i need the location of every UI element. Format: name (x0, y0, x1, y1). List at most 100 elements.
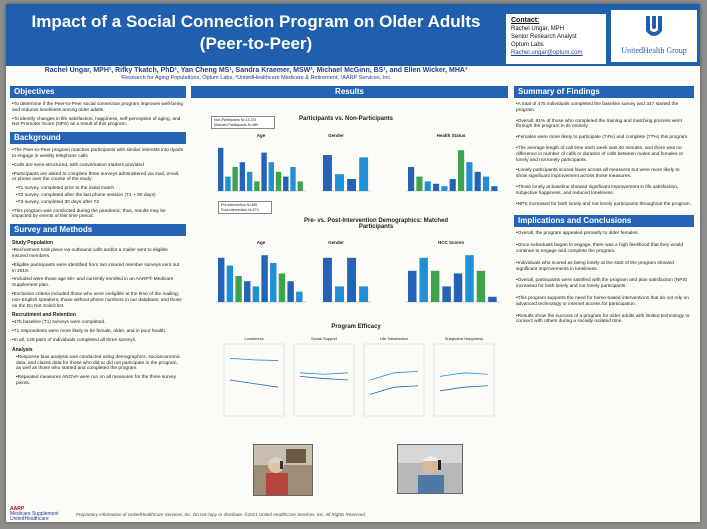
photo-woman-on-phone (253, 444, 313, 496)
chart-bar (430, 270, 440, 302)
contact-box: Contact: Rachel Ungar, MPH Senior Resear… (506, 14, 606, 64)
chart2-panel-hcc: HCC Scores (437, 240, 464, 245)
methods-heading: Survey and Methods (10, 224, 186, 237)
chart-bar (482, 176, 490, 191)
chart-bar (235, 276, 242, 302)
chart-bar (296, 291, 303, 302)
contact-title: Contact: (511, 17, 540, 24)
efficacy-panel-frame (223, 343, 285, 417)
chart1-panel-gender: Gender (328, 133, 344, 138)
chart-bar (442, 286, 451, 302)
chart-bar (335, 174, 344, 191)
chart-bar (226, 265, 234, 302)
chart-bar (268, 162, 274, 191)
efficacy-line (439, 385, 489, 392)
efficacy-line (299, 372, 349, 375)
efficacy-panel-frame (433, 343, 495, 417)
conclusions-item: •Results show the success of a program f… (516, 313, 690, 325)
chart-bar (408, 270, 417, 302)
chart1-panel-health: Health Status (436, 133, 466, 138)
chart1-title: Participants vs. Non-Participants (298, 116, 394, 122)
methods-item: •Repeated measures ANOVA were run on all… (16, 375, 176, 386)
conclusions-item: •Overall, the program appealed primarily… (516, 231, 639, 237)
background-item: •T1 survey, completed prior to the initi… (16, 186, 115, 192)
chart-bar (335, 286, 344, 302)
chart-bar (261, 152, 267, 191)
footer-brand-aarp: AARP (10, 506, 25, 512)
conclusions-item: •Individuals who scored as being lonely … (516, 260, 674, 272)
chart-bar (419, 257, 428, 302)
chart-bar (359, 157, 369, 191)
summary-item: •Those lonely at baseline showed signifi… (516, 184, 679, 196)
chart-bar (290, 167, 296, 191)
chart3-panel-life: Life Satisfaction (379, 336, 409, 341)
objectives-item: •To identify changes in life satisfactio… (12, 116, 181, 128)
summary-item: •NPS increased for both lonely and not l… (516, 201, 692, 207)
photo-man-on-phone (397, 444, 463, 494)
poster: Impact of a Social Connection Program on… (6, 4, 700, 522)
chart-bar (254, 181, 260, 191)
chart-bar (275, 171, 282, 191)
summary-item: •The average length of call time each we… (516, 145, 684, 163)
footer-brand-uhc: UnitedHealthcare (10, 516, 49, 522)
summary-item: •Females were more likely to participate… (516, 135, 689, 141)
chart-bar (278, 273, 286, 302)
chart3-title: Program Efficacy (331, 324, 381, 330)
efficacy-line (439, 372, 489, 377)
efficacy-line (299, 376, 349, 381)
chart3-panel-social: Social Support (310, 336, 337, 341)
chart-bar (246, 171, 253, 191)
chart-bar (476, 270, 486, 302)
chart-bar (408, 167, 415, 191)
chart-bar (347, 179, 357, 191)
chart-bar (488, 296, 497, 302)
background-item: •Participants are asked to complete thre… (12, 171, 180, 183)
efficacy-line (229, 358, 279, 361)
chart-bar (453, 273, 463, 302)
conclusions-item: •Overall, participants were satisfied wi… (516, 278, 688, 290)
chart-bar (466, 162, 473, 191)
efficacy-line (369, 370, 419, 381)
footer-brand-medicare: Medicare Supplement (10, 511, 59, 517)
analysis-heading: Analysis (12, 346, 33, 353)
study-population-heading: Study Population (12, 240, 54, 247)
affiliations-line: ¹Research for Aging Populations, Optum L… (120, 75, 392, 81)
methods-item: •Eligible participants were identified f… (12, 262, 180, 274)
contact-email: Rachel.ungar@optum.com (511, 50, 583, 56)
chart-bar (244, 281, 251, 302)
chart3-lines (223, 343, 495, 417)
summary-item: •Overall, 81% of those who completed the… (516, 118, 682, 130)
chart-bar (225, 176, 231, 191)
chart2-legend: Pre-intervention N=489 Post-intervention… (218, 201, 272, 214)
unitedhealth-u-icon (646, 16, 662, 36)
chart-bar (474, 171, 481, 191)
chart2-title: Pre- vs. Post-Intervention Demographics:… (276, 218, 476, 230)
legend-entry: Pre-intervention N=489 (221, 203, 258, 207)
aarp-medicare-logo: AARP Medicare Supplement UnitedHealthcar… (10, 507, 59, 522)
chart1-legend: Non-Participants N=13,224 Matched Partic… (211, 116, 275, 129)
chart-bar (491, 186, 498, 191)
chart-bar (347, 257, 357, 302)
chart-bar (287, 281, 294, 302)
chart-bar (239, 162, 246, 191)
chart-bar (441, 186, 448, 191)
summary-item: •A total of 475 individuals completed th… (516, 102, 679, 113)
left-column: Objectives •To determine if the Peer-to-… (10, 86, 186, 390)
methods-item: •Included were those age 65+ and current… (12, 277, 174, 289)
chart-bar (465, 255, 474, 302)
chart1-bars (216, 147, 501, 192)
recruitment-heading: Recruitment and Retention (12, 312, 76, 319)
chart-bar (424, 181, 431, 191)
right-column: Summary of Findings •A total of 475 indi… (514, 86, 694, 331)
background-item: •Calls are semi-structured, with convers… (12, 162, 144, 168)
chart-bar (457, 150, 465, 191)
chart-bar (297, 181, 303, 191)
objectives-heading: Objectives (10, 86, 186, 98)
chart-bar (323, 257, 332, 302)
chart2-title-line: Participants (358, 224, 394, 230)
background-item: •T2 survey, completed after the last pho… (16, 192, 156, 198)
methods-item: •Response bias analysis was conducted us… (16, 354, 181, 372)
logo-text: UnitedHealth Group (621, 46, 687, 55)
legend-entry: Matched Participants N=489 (214, 122, 259, 127)
conclusions-item: •This program supports the need for home… (516, 295, 689, 307)
